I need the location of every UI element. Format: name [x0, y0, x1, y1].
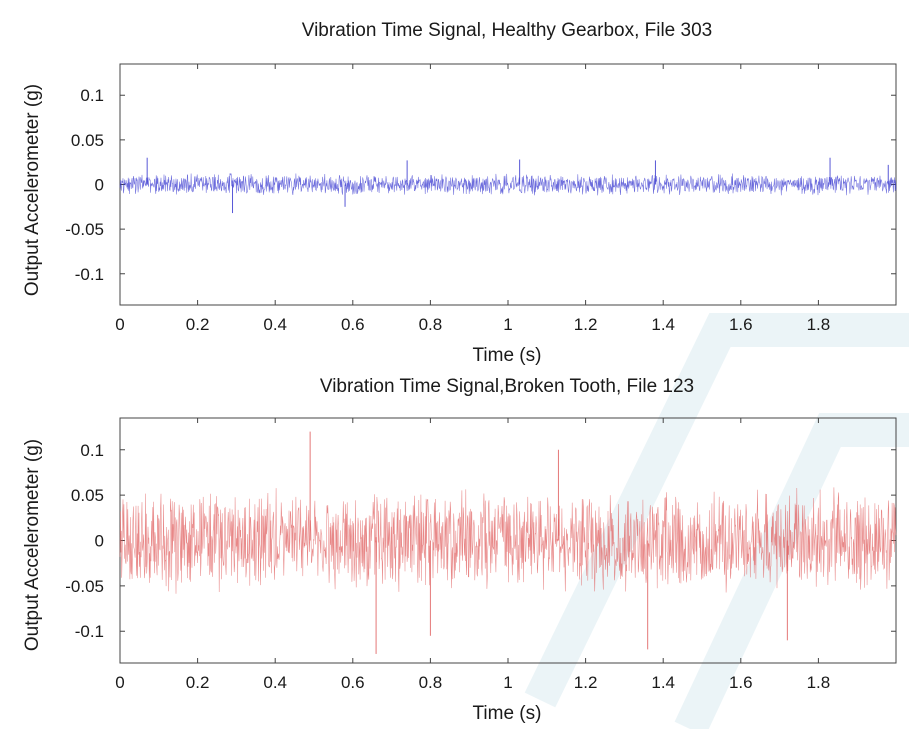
x-tick-label: 0.4: [263, 673, 287, 692]
y-tick-label: 0.1: [80, 86, 104, 105]
x-tick-label: 1.2: [574, 315, 598, 334]
x-tick-label: 1.6: [729, 315, 753, 334]
x-axis-label: Time (s): [473, 345, 542, 366]
watermark-logo: [524, 313, 909, 729]
x-tick-label: 1.6: [729, 673, 753, 692]
x-tick-label: 0.8: [419, 673, 443, 692]
y-ticks: 0.1 0.05 0 -0.05 -0.1: [65, 86, 896, 284]
signal-trace: [119, 157, 897, 214]
x-tick-label: 0.6: [341, 315, 365, 334]
chart-title: Vibration Time Signal,Broken Tooth, File…: [320, 376, 694, 397]
y-tick-label: -0.1: [75, 265, 104, 284]
x-tick-label: 0: [115, 673, 124, 692]
x-tick-label: 1.8: [807, 315, 831, 334]
x-tick-label: 1: [503, 673, 512, 692]
x-ticks: 0 0.2 0.4 0.6 0.8 1 1.2 1.4 1.6 1.8: [115, 418, 830, 692]
x-ticks: 0 0.2 0.4 0.6 0.8 1 1.2 1.4 1.6 1.8: [115, 64, 830, 334]
x-tick-label: 0: [115, 315, 124, 334]
x-tick-label: 1.4: [651, 315, 675, 334]
x-tick-label: 0.8: [419, 315, 443, 334]
y-tick-label: 0.05: [71, 486, 104, 505]
x-tick-label: 0.2: [186, 315, 210, 334]
y-tick-label: 0: [95, 532, 104, 551]
chart-broken-tooth: Vibration Time Signal,Broken Tooth, File…: [22, 376, 897, 724]
x-tick-label: 1.2: [574, 673, 598, 692]
x-tick-label: 0.2: [186, 673, 210, 692]
y-tick-label: 0.1: [80, 441, 104, 460]
y-tick-label: -0.05: [65, 577, 104, 596]
chart-healthy-gearbox: Vibration Time Signal, Healthy Gearbox, …: [22, 20, 897, 366]
x-axis-label: Time (s): [473, 703, 542, 724]
x-tick-label: 1.4: [651, 673, 675, 692]
x-tick-label: 1: [503, 315, 512, 334]
y-tick-label: -0.05: [65, 220, 104, 239]
y-tick-label: -0.1: [75, 622, 104, 641]
x-tick-label: 0.6: [341, 673, 365, 692]
y-tick-label: 0.05: [71, 131, 104, 150]
x-tick-label: 1.8: [807, 673, 831, 692]
signal-line: [119, 487, 897, 594]
y-axis-label: Output Accelerometer (g): [22, 439, 43, 651]
signal-trace: [119, 431, 897, 654]
y-tick-label: 0: [95, 176, 104, 195]
signal-line: [119, 172, 897, 196]
y-axis-label: Output Accelerometer (g): [22, 84, 43, 296]
y-ticks: 0.1 0.05 0 -0.05 -0.1: [65, 441, 896, 641]
x-tick-label: 0.4: [263, 315, 287, 334]
chart-title: Vibration Time Signal, Healthy Gearbox, …: [302, 20, 712, 41]
